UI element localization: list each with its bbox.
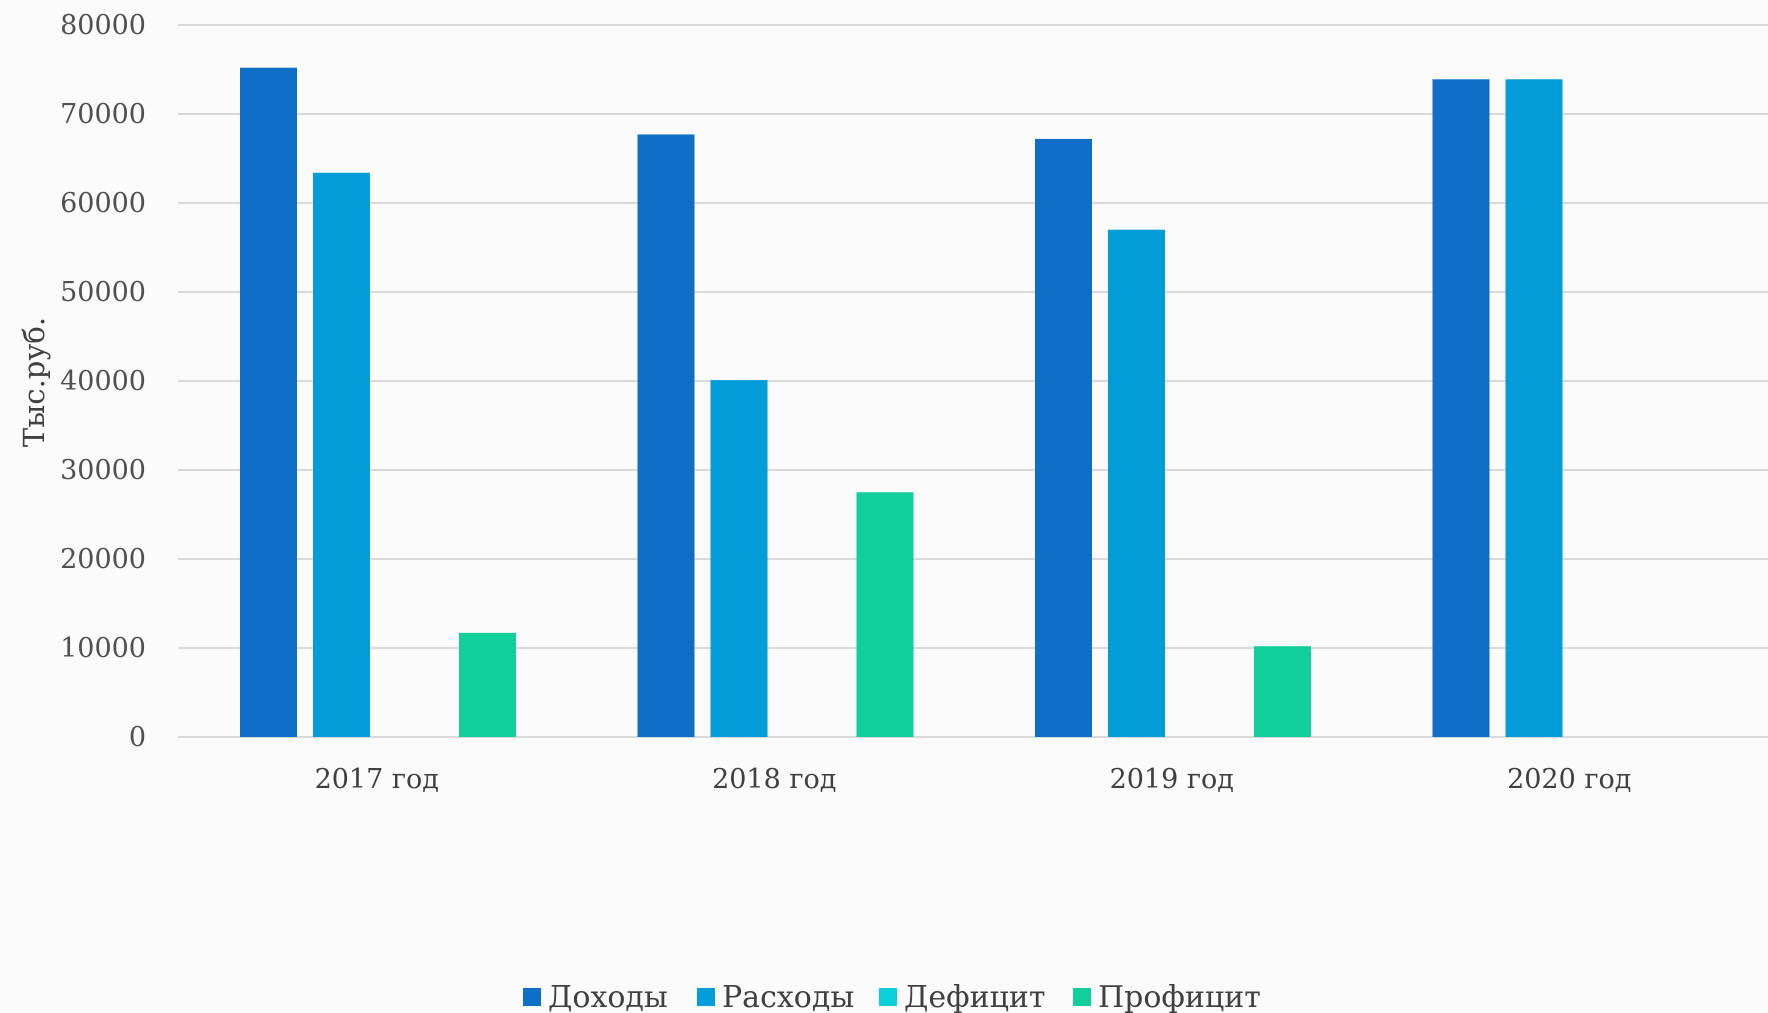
- bar-1-4: [1432, 79, 1490, 738]
- gridlines: [178, 24, 1768, 738]
- bar-4-3: [1254, 646, 1311, 737]
- legend-label: Доходы: [548, 980, 668, 1013]
- bar-2-2: [710, 380, 768, 737]
- y-tick-label: 60000: [60, 188, 146, 219]
- y-tick-label: 70000: [60, 99, 146, 130]
- x-category-label: 2020 год: [1507, 764, 1631, 795]
- bar-2-3: [1108, 229, 1165, 737]
- y-tick-label: 20000: [60, 544, 146, 575]
- y-axis-ticks: 0 10000 20000 30000 40000 50000 60000 70000 8000…: [60, 10, 146, 753]
- x-category-label: 2017 год: [315, 764, 439, 795]
- y-axis-title: Тыс.руб.: [17, 317, 51, 447]
- legend-swatch: [523, 988, 541, 1006]
- legend-swatch: [879, 988, 897, 1006]
- legend-swatch: [1073, 988, 1091, 1006]
- bar-1-1: [240, 67, 297, 738]
- bar-1-3: [1035, 138, 1092, 738]
- legend-swatch: [697, 988, 715, 1006]
- bar-2-1: [313, 172, 370, 738]
- y-tick-label: 40000: [60, 366, 146, 397]
- legend-label: Дефицит: [904, 980, 1046, 1013]
- bar-2-4: [1505, 79, 1563, 738]
- y-tick-label: 80000: [60, 10, 146, 41]
- y-tick-label: 0: [129, 722, 146, 753]
- bars: [240, 67, 1563, 738]
- legend-label: Профицит: [1098, 980, 1261, 1013]
- y-tick-label: 30000: [60, 455, 146, 486]
- bar-4-1: [459, 632, 516, 737]
- y-tick-label: 10000: [60, 633, 146, 664]
- x-category-label: 2019 год: [1110, 764, 1234, 795]
- x-category-label: 2018 год: [712, 764, 836, 795]
- x-axis-categories: 2017 год 2018 год 2019 год 2020 год: [315, 764, 1632, 795]
- legend: Доходы Расходы Дефицит Профицит: [523, 980, 1261, 1013]
- y-tick-label: 50000: [60, 277, 146, 308]
- bar-1-2: [637, 134, 695, 738]
- legend-label: Расходы: [722, 980, 854, 1013]
- bar-4-2: [856, 492, 914, 737]
